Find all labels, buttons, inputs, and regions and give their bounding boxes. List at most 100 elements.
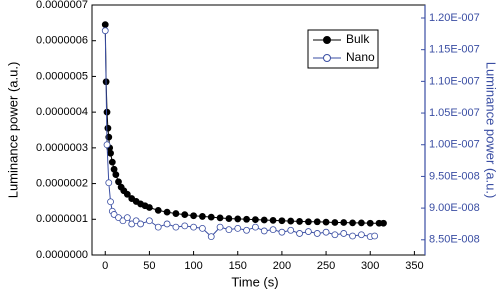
- data-point: [269, 216, 277, 224]
- data-point: [313, 218, 321, 226]
- data-point: [107, 149, 114, 157]
- x-tick-label: 50: [143, 260, 155, 272]
- y-tick-label: 0.0000006: [36, 35, 88, 47]
- data-point: [225, 215, 233, 222]
- legend-label: Nano: [346, 50, 375, 64]
- data-point: [371, 232, 379, 240]
- y2-tick-label: 1.00E-007: [429, 139, 480, 151]
- x-tick-label: 100: [184, 260, 202, 272]
- data-point: [123, 190, 131, 198]
- y2-tick-label: 1.20E-007: [429, 12, 480, 24]
- data-point: [234, 215, 242, 223]
- data-point: [260, 227, 268, 235]
- y-tick-label: 0.0000007: [36, 0, 88, 11]
- data-point: [252, 223, 259, 231]
- data-point: [305, 218, 312, 226]
- data-point: [234, 224, 242, 232]
- y2-tick-label: 1.10E-007: [429, 75, 480, 87]
- data-point: [107, 198, 114, 206]
- data-point: [349, 232, 356, 240]
- data-point: [331, 231, 339, 239]
- data-point: [146, 217, 153, 225]
- y2-axis-label: Luminance power (a.u.): [484, 62, 499, 199]
- data-point: [380, 219, 387, 227]
- data-point: [331, 219, 339, 226]
- legend-box: [307, 29, 379, 69]
- data-point: [225, 226, 233, 234]
- data-point: [101, 21, 109, 29]
- data-point: [199, 213, 206, 220]
- data-point: [252, 216, 259, 224]
- y-tick-label: 0.0000003: [36, 142, 88, 154]
- x-tick-label: 0: [102, 260, 108, 272]
- data-point: [305, 228, 312, 235]
- y-tick-label: 0.0000001: [36, 213, 88, 225]
- legend-label: Bulk: [346, 32, 370, 46]
- y2-tick-label: 9.00E-008: [429, 202, 480, 214]
- data-point: [340, 219, 348, 226]
- data-point: [146, 204, 153, 211]
- data-point: [260, 216, 268, 224]
- x-tick-label: 200: [273, 260, 291, 272]
- y-tick-label: 0.0000005: [36, 70, 88, 82]
- data-point: [199, 224, 206, 232]
- data-point: [105, 179, 113, 187]
- data-point: [349, 219, 356, 227]
- data-point: [154, 223, 162, 231]
- x-tick-label: 250: [317, 260, 335, 272]
- data-point: [313, 230, 321, 237]
- data-point: [216, 223, 224, 231]
- data-point: [243, 215, 250, 223]
- x-tick-label: 150: [229, 260, 247, 272]
- data-point: [163, 208, 171, 216]
- data-point: [207, 233, 215, 241]
- data-point: [115, 178, 122, 186]
- y2-tick-label: 1.05E-007: [429, 107, 480, 119]
- data-point: [287, 217, 295, 225]
- data-point: [181, 222, 189, 230]
- y2-tick-label: 9.50E-008: [429, 170, 480, 182]
- x-tick-label: 350: [405, 260, 423, 272]
- y-tick-label: 0.0000004: [36, 106, 88, 118]
- x-tick-label: 300: [361, 260, 379, 272]
- y-tick-label: 0.0000002: [36, 177, 88, 189]
- data-point: [163, 220, 171, 228]
- data-point: [296, 230, 303, 237]
- data-point: [172, 210, 180, 217]
- data-point: [103, 141, 111, 149]
- data-point: [358, 231, 365, 239]
- data-point: [190, 223, 197, 231]
- data-point: [181, 211, 189, 219]
- data-point: [278, 228, 286, 236]
- data-point: [287, 226, 295, 234]
- data-point: [269, 226, 277, 234]
- data-point: [207, 213, 215, 221]
- data-point: [123, 214, 131, 222]
- data-point: [216, 214, 224, 222]
- data-point: [296, 218, 303, 225]
- data-point: [366, 219, 374, 227]
- y2-tick-label: 1.15E-007: [429, 44, 480, 56]
- data-point: [243, 226, 250, 234]
- data-point: [190, 212, 197, 220]
- data-point: [172, 223, 180, 231]
- data-point: [322, 218, 330, 226]
- y-tick-label: 0.0000000: [36, 249, 88, 261]
- data-point: [101, 27, 109, 35]
- data-point: [322, 228, 330, 236]
- data-point: [340, 230, 348, 237]
- series-line: [104, 24, 384, 224]
- y-axis-label: Luminance power (a.u.): [5, 62, 20, 199]
- data-point: [154, 206, 162, 214]
- x-axis-label: Time (s): [231, 274, 278, 289]
- data-point: [137, 220, 144, 228]
- data-point: [278, 217, 286, 225]
- legend-marker: [323, 36, 331, 44]
- data-point: [112, 171, 120, 179]
- data-point: [108, 158, 116, 166]
- data-point: [104, 124, 112, 132]
- legend-marker: [323, 54, 331, 62]
- y2-tick-label: 8.50E-008: [429, 234, 480, 246]
- data-point: [358, 219, 365, 227]
